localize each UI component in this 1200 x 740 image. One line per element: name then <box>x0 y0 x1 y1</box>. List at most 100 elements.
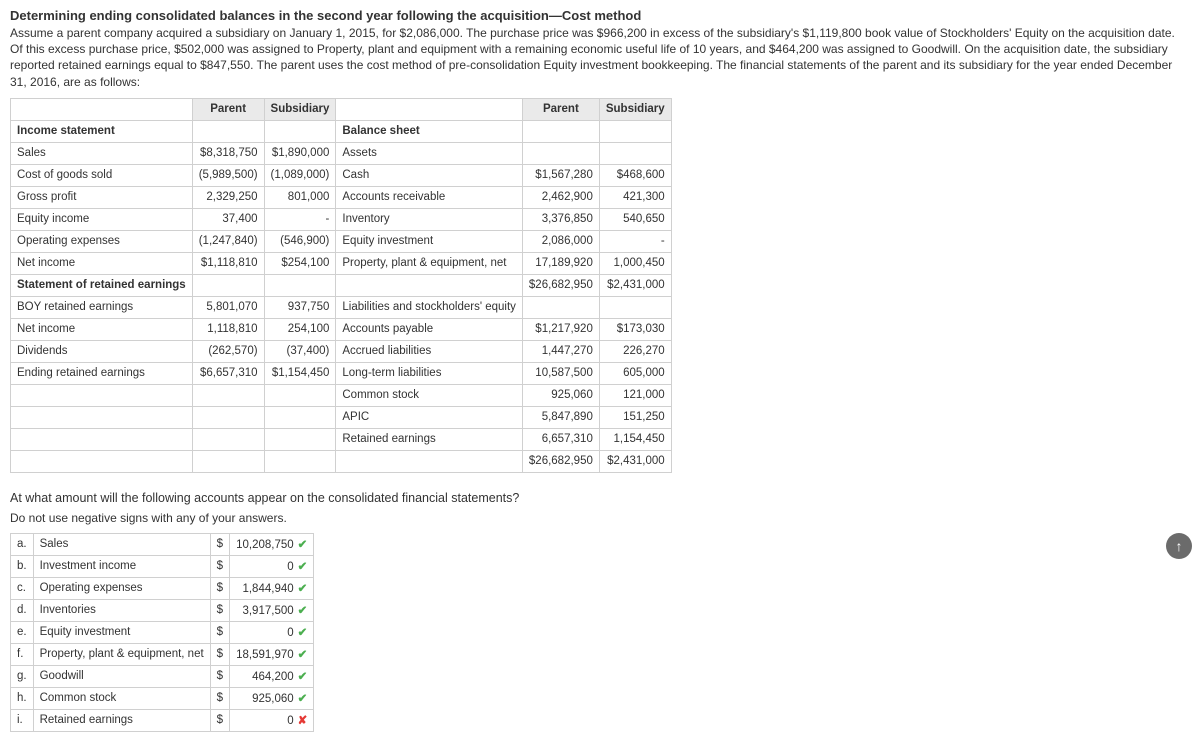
cell: (1,247,840) <box>192 230 264 252</box>
check-icon: ✔ <box>294 539 308 551</box>
col-parent-right: Parent <box>522 98 599 120</box>
answer-row: b. Investment income $ 0✔ <box>11 555 314 577</box>
answer-key: d. <box>11 599 34 621</box>
answer-label: Equity investment <box>33 621 210 643</box>
col-subsidiary-right: Subsidiary <box>599 98 671 120</box>
cross-icon: ✘ <box>294 715 308 727</box>
row-label: BOY retained earnings <box>11 296 193 318</box>
answer-input[interactable]: 18,591,970✔ <box>230 643 314 665</box>
cell: 2,086,000 <box>522 230 599 252</box>
row-label: Net income <box>11 318 193 340</box>
cell: (546,900) <box>264 230 336 252</box>
cell: 2,329,250 <box>192 186 264 208</box>
cell: 1,000,450 <box>599 252 671 274</box>
cell: 801,000 <box>264 186 336 208</box>
row-label: Retained earnings <box>336 428 523 450</box>
answer-input[interactable]: 0✔ <box>230 621 314 643</box>
spacer <box>336 98 523 120</box>
answer-row: d. Inventories $ 3,917,500✔ <box>11 599 314 621</box>
answer-row: a. Sales $ 10,208,750✔ <box>11 533 314 555</box>
answer-label: Common stock <box>33 687 210 709</box>
cell: $26,682,950 <box>522 450 599 472</box>
cell: 5,801,070 <box>192 296 264 318</box>
row-label: Property, plant & equipment, net <box>336 252 523 274</box>
answer-key: h. <box>11 687 34 709</box>
answer-input[interactable]: 925,060✔ <box>230 687 314 709</box>
row-label: Liabilities and stockholders' equity <box>336 296 523 318</box>
cell: (37,400) <box>264 340 336 362</box>
row-label: Sales <box>11 142 193 164</box>
answer-key: e. <box>11 621 34 643</box>
check-icon: ✔ <box>294 561 308 573</box>
cell: (5,989,500) <box>192 164 264 186</box>
row-label: Accounts receivable <box>336 186 523 208</box>
answer-input[interactable]: 3,917,500✔ <box>230 599 314 621</box>
cell: $1,217,920 <box>522 318 599 340</box>
answer-input[interactable]: 464,200✔ <box>230 665 314 687</box>
answer-input[interactable]: 0✘ <box>230 709 314 731</box>
row-label: Equity income <box>11 208 193 230</box>
cell: $173,030 <box>599 318 671 340</box>
row-label: Operating expenses <box>11 230 193 252</box>
answer-key: f. <box>11 643 34 665</box>
cell: 37,400 <box>192 208 264 230</box>
answer-label: Investment income <box>33 555 210 577</box>
cell: - <box>599 230 671 252</box>
row-label: Dividends <box>11 340 193 362</box>
answer-label: Retained earnings <box>33 709 210 731</box>
cell: 1,447,270 <box>522 340 599 362</box>
answer-label: Sales <box>33 533 210 555</box>
cell: 5,847,890 <box>522 406 599 428</box>
cell: 3,376,850 <box>522 208 599 230</box>
answer-key: i. <box>11 709 34 731</box>
scroll-top-button[interactable]: ↑ <box>1166 533 1192 559</box>
row-label: Cash <box>336 164 523 186</box>
answer-input[interactable]: 0✔ <box>230 555 314 577</box>
cell: 6,657,310 <box>522 428 599 450</box>
note-text: Do not use negative signs with any of yo… <box>10 511 1190 525</box>
cell: $2,431,000 <box>599 450 671 472</box>
cell: $8,318,750 <box>192 142 264 164</box>
check-icon: ✔ <box>294 627 308 639</box>
cell: 17,189,920 <box>522 252 599 274</box>
currency: $ <box>210 577 229 599</box>
row-label: Gross profit <box>11 186 193 208</box>
answer-key: g. <box>11 665 34 687</box>
answers-table: a. Sales $ 10,208,750✔ b. Investment inc… <box>10 533 314 732</box>
check-icon: ✔ <box>294 671 308 683</box>
check-icon: ✔ <box>294 649 308 661</box>
currency: $ <box>210 709 229 731</box>
row-label: Net income <box>11 252 193 274</box>
cell: 10,587,500 <box>522 362 599 384</box>
col-subsidiary-left: Subsidiary <box>264 98 336 120</box>
cell: 937,750 <box>264 296 336 318</box>
answer-input[interactable]: 10,208,750✔ <box>230 533 314 555</box>
answer-label: Goodwill <box>33 665 210 687</box>
cell: $468,600 <box>599 164 671 186</box>
row-label: APIC <box>336 406 523 428</box>
sre-label: Statement of retained earnings <box>11 274 193 296</box>
answer-input[interactable]: 1,844,940✔ <box>230 577 314 599</box>
answer-label: Property, plant & equipment, net <box>33 643 210 665</box>
row-label: Accrued liabilities <box>336 340 523 362</box>
row-label: Common stock <box>336 384 523 406</box>
cell: 1,118,810 <box>192 318 264 340</box>
cell: $6,657,310 <box>192 362 264 384</box>
cell: 1,154,450 <box>599 428 671 450</box>
spacer <box>11 98 193 120</box>
col-parent-left: Parent <box>192 98 264 120</box>
currency: $ <box>210 687 229 709</box>
cell: 254,100 <box>264 318 336 340</box>
cell: $254,100 <box>264 252 336 274</box>
check-icon: ✔ <box>294 693 308 705</box>
answer-row: e. Equity investment $ 0✔ <box>11 621 314 643</box>
row-label: Long-term liabilities <box>336 362 523 384</box>
balance-sheet-label: Balance sheet <box>336 120 523 142</box>
check-icon: ✔ <box>294 583 308 595</box>
cell: 2,462,900 <box>522 186 599 208</box>
currency: $ <box>210 555 229 577</box>
currency: $ <box>210 643 229 665</box>
cell: $2,431,000 <box>599 274 671 296</box>
currency: $ <box>210 533 229 555</box>
cell: 151,250 <box>599 406 671 428</box>
